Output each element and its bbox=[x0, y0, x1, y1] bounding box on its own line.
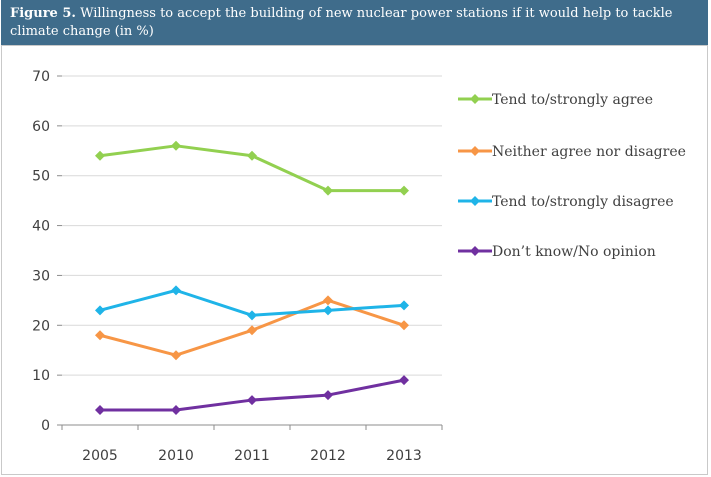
series-0 bbox=[95, 140, 409, 196]
data-point bbox=[95, 330, 105, 341]
legend-entry: Don’t know/No opinion bbox=[458, 244, 656, 260]
y-tick-label: 10 bbox=[32, 368, 50, 384]
y-tick-label: 30 bbox=[32, 268, 50, 284]
legend-swatch-marker bbox=[470, 246, 480, 256]
series-1 bbox=[95, 295, 409, 361]
data-point bbox=[171, 350, 181, 361]
y-tick-label: 20 bbox=[32, 318, 50, 334]
data-point bbox=[399, 320, 409, 331]
data-point bbox=[247, 395, 257, 406]
data-point bbox=[95, 305, 105, 316]
legend-label: Tend to/strongly agree bbox=[492, 92, 653, 108]
data-point bbox=[399, 185, 409, 196]
data-point bbox=[323, 185, 333, 196]
data-point bbox=[95, 150, 105, 161]
series-2 bbox=[95, 285, 409, 321]
data-point bbox=[171, 285, 181, 296]
legend-label: Tend to/strongly disagree bbox=[492, 194, 674, 210]
series-3 bbox=[95, 375, 409, 416]
data-point bbox=[247, 150, 257, 161]
legend-swatch-marker bbox=[470, 94, 480, 104]
data-point bbox=[171, 140, 181, 151]
y-tick-label: 50 bbox=[32, 169, 50, 185]
y-tick-label: 70 bbox=[32, 69, 50, 85]
gridlines bbox=[62, 75, 442, 376]
figure-title-text: Willingness to accept the building of ne… bbox=[10, 6, 673, 39]
y-tick-label: 0 bbox=[41, 418, 50, 434]
x-tick-label: 2010 bbox=[158, 448, 194, 464]
legend-label: Neither agree nor disagree bbox=[492, 144, 686, 160]
data-point bbox=[323, 305, 333, 316]
data-point bbox=[247, 325, 257, 336]
data-point bbox=[323, 390, 333, 401]
x-tick-label: 2011 bbox=[234, 448, 270, 464]
data-point bbox=[171, 405, 181, 416]
legend-entry: Neither agree nor disagree bbox=[458, 144, 686, 160]
chart-frame bbox=[1, 45, 708, 475]
legend-entry: Tend to/strongly disagree bbox=[458, 194, 674, 210]
data-point bbox=[399, 375, 409, 386]
legend-swatch-marker bbox=[470, 196, 480, 206]
legend-swatch-marker bbox=[470, 146, 480, 156]
legend-label: Don’t know/No opinion bbox=[492, 244, 656, 260]
data-point bbox=[399, 300, 409, 311]
data-point bbox=[323, 295, 333, 306]
series-lines bbox=[95, 140, 409, 416]
axes: 0 10 20 30 40 50 60 70 2005 2010 2011 2012 2013 bbox=[32, 69, 443, 464]
legend-entry: Tend to/strongly agree bbox=[458, 92, 653, 108]
x-tick-label: 2013 bbox=[386, 448, 422, 464]
x-tick-label: 2005 bbox=[82, 448, 118, 464]
data-point bbox=[247, 310, 257, 321]
x-tick-label: 2012 bbox=[310, 448, 346, 464]
data-point bbox=[95, 405, 105, 416]
figure-label: Figure 5. bbox=[10, 6, 76, 21]
legend: Tend to/strongly agree Neither agree nor … bbox=[458, 92, 686, 260]
y-tick-label: 40 bbox=[32, 219, 50, 235]
figure-title: Figure 5. Willingness to accept the buil… bbox=[1, 0, 708, 45]
y-tick-label: 60 bbox=[32, 119, 50, 135]
